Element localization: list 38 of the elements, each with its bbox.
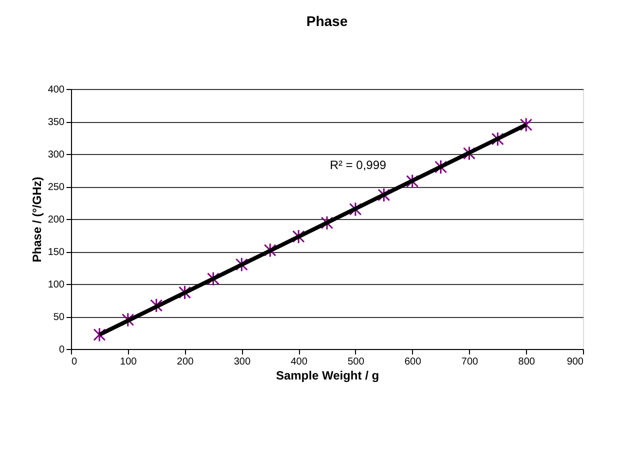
x-tick-label: 400 — [290, 356, 308, 368]
point — [292, 229, 305, 244]
point — [122, 312, 134, 328]
y-tick-label: 250 — [48, 182, 65, 193]
y-tick-label: 350 — [48, 117, 65, 128]
y-tick-label: 100 — [48, 280, 65, 290]
point — [235, 257, 248, 272]
point — [406, 174, 419, 189]
point — [178, 285, 192, 300]
y-tick-label: 400 — [48, 84, 65, 96]
y-tick-label: 150 — [48, 247, 65, 258]
x-tick-label: 500 — [348, 356, 365, 368]
x-tick-label: 0 — [72, 356, 78, 368]
x-tick-label: 900 — [566, 356, 584, 368]
y-tick-label: 50 — [53, 312, 65, 323]
point — [206, 271, 220, 286]
y-tick-label: 0 — [58, 344, 65, 356]
point — [520, 117, 532, 132]
point — [434, 160, 448, 174]
point — [378, 188, 390, 202]
point — [264, 242, 276, 258]
y-tick-label: 300 — [48, 150, 65, 160]
x-tick-label: 700 — [461, 356, 478, 368]
x-tick-label: 600 — [404, 356, 422, 368]
point — [491, 132, 504, 146]
point — [349, 202, 362, 217]
x-tick-label: 200 — [176, 356, 194, 368]
x-axis-title: Sample Weight / g — [276, 368, 380, 382]
annotation: R² = 0,999 — [330, 158, 387, 172]
x-tick-label: 300 — [234, 356, 251, 368]
point — [93, 327, 106, 342]
y-axis-title: Phase / (°/GHz) — [30, 176, 44, 262]
chart-title: Phase — [306, 13, 348, 29]
y-tick-label: 200 — [48, 214, 65, 226]
point — [320, 216, 334, 230]
point — [462, 146, 476, 161]
x-tick-label: 100 — [120, 356, 138, 368]
x-tick-label: 800 — [518, 356, 536, 368]
